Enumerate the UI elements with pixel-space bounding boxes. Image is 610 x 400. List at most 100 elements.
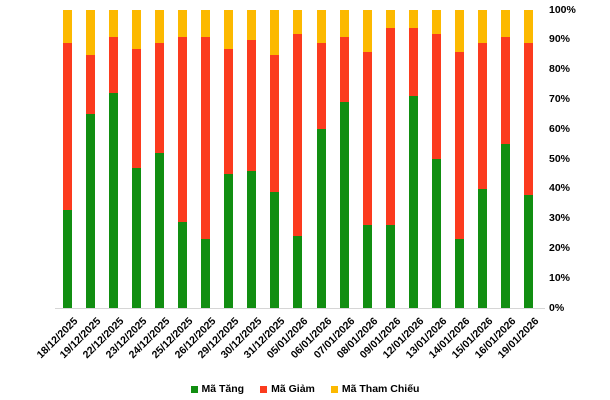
stacked-bar-05-01-2026 <box>293 10 303 308</box>
bar-segment <box>523 194 533 308</box>
bar-segment <box>224 48 234 174</box>
y-tick-label: 80% <box>549 63 571 76</box>
stacked-bar-15-01-2026 <box>477 10 487 308</box>
bar-segment <box>224 173 234 308</box>
bar-segment <box>385 27 395 225</box>
bar-segment <box>293 236 303 308</box>
bar-segment <box>477 188 487 308</box>
plot-area <box>63 10 533 308</box>
legend-item-ma-tham-chieu: Mã Tham Chiếu <box>330 383 420 395</box>
bar-segment <box>63 42 72 210</box>
bar-segment <box>454 239 464 308</box>
stacked-bar-12-01-2026 <box>408 10 418 308</box>
legend-label-ma-tham-chieu: Mã Tham Chiếu <box>341 383 420 395</box>
bar-segment <box>316 10 326 43</box>
bar-segment <box>109 36 119 94</box>
bar-segment <box>293 33 303 237</box>
stacked-bar-30-12-2025 <box>247 10 257 308</box>
bar-segment <box>431 33 441 159</box>
bar-segment <box>431 10 441 34</box>
stacked-bar-31-12-2025 <box>270 10 280 308</box>
bar-segment <box>293 10 303 34</box>
bar-segment <box>270 10 280 55</box>
stacked-bar-19-01-2026 <box>523 10 533 308</box>
stacked-bar-13-01-2026 <box>431 10 441 308</box>
bar-segment <box>477 42 487 189</box>
bar-segment <box>408 10 418 28</box>
bar-segment <box>132 167 142 308</box>
bar-segment <box>316 42 326 130</box>
y-tick-label: 10% <box>549 271 571 284</box>
bar-segment <box>454 10 464 52</box>
legend-item-ma-giam: Mã Giảm <box>260 383 315 395</box>
stacked-bar-06-01-2026 <box>316 10 326 308</box>
legend-label-ma-tang: Mã Tăng <box>201 383 245 395</box>
bar-segment <box>270 54 280 192</box>
bar-segment <box>178 10 188 37</box>
bar-segment <box>431 158 441 308</box>
stacked-bar-19-12-2025 <box>86 10 96 308</box>
stacked-bar-18-12-2025 <box>63 10 72 308</box>
bar-segment <box>362 51 372 225</box>
bar-segment <box>408 96 418 308</box>
bar-segment <box>385 224 395 308</box>
y-tick-label: 60% <box>549 122 571 135</box>
y-tick-label: 40% <box>549 182 571 195</box>
bar-segment <box>224 10 234 49</box>
yellow-square-icon <box>330 385 338 393</box>
stacked-bar-23-12-2025 <box>132 10 142 308</box>
bar-segment <box>178 221 188 308</box>
bar-segment <box>477 10 487 43</box>
y-tick-label: 0% <box>549 301 565 314</box>
y-tick-label: 100% <box>549 3 576 16</box>
bar-segment <box>178 36 188 222</box>
y-tick-label: 70% <box>549 92 571 105</box>
bar-segment <box>155 10 165 43</box>
bar-segment <box>63 209 72 308</box>
stacked-bar-29-12-2025 <box>224 10 234 308</box>
bar-segment <box>155 42 165 154</box>
bar-segment <box>339 102 349 308</box>
bar-segment <box>247 39 257 171</box>
y-tick-label: 20% <box>549 241 571 254</box>
red-square-icon <box>260 385 268 393</box>
green-square-icon <box>190 385 198 393</box>
bar-segment <box>155 153 165 308</box>
legend: Mã Tăng Mã Giảm Mã Tham Chiếu <box>0 381 610 397</box>
bar-segment <box>523 42 533 195</box>
bar-segment <box>132 48 142 168</box>
bar-segment <box>385 10 395 28</box>
bar-segment <box>270 191 280 308</box>
stacked-bar-22-12-2025 <box>109 10 119 308</box>
bar-segment <box>63 10 72 43</box>
stacked-bar-25-12-2025 <box>178 10 188 308</box>
bar-segment <box>201 10 211 37</box>
bar-segment <box>362 224 372 308</box>
stacked-bar-16-01-2026 <box>500 10 510 308</box>
stacked-bar-14-01-2026 <box>454 10 464 308</box>
bar-segment <box>500 10 510 37</box>
bar-segment <box>339 36 349 103</box>
y-tick-label: 50% <box>549 152 571 165</box>
x-axis-line <box>55 308 545 309</box>
stacked-bar-07-01-2026 <box>339 10 349 308</box>
stacked-bar-26-12-2025 <box>201 10 211 308</box>
bar-segment <box>201 239 211 308</box>
bar-segment <box>339 10 349 37</box>
bar-segment <box>86 54 96 115</box>
legend-item-ma-tang: Mã Tăng <box>190 383 245 395</box>
bar-segment <box>86 114 96 308</box>
stacked-bar-24-12-2025 <box>155 10 165 308</box>
bar-segment <box>86 10 96 55</box>
bar-segment <box>454 51 464 240</box>
bar-segment <box>109 10 119 37</box>
bar-segment <box>132 10 142 49</box>
bar-segment <box>523 10 533 43</box>
bar-segment <box>408 27 418 97</box>
y-tick-label: 30% <box>549 212 571 225</box>
legend-label-ma-giam: Mã Giảm <box>271 383 315 395</box>
stacked-bar-09-01-2026 <box>385 10 395 308</box>
bar-segment <box>201 36 211 240</box>
bar-segment <box>500 144 510 308</box>
